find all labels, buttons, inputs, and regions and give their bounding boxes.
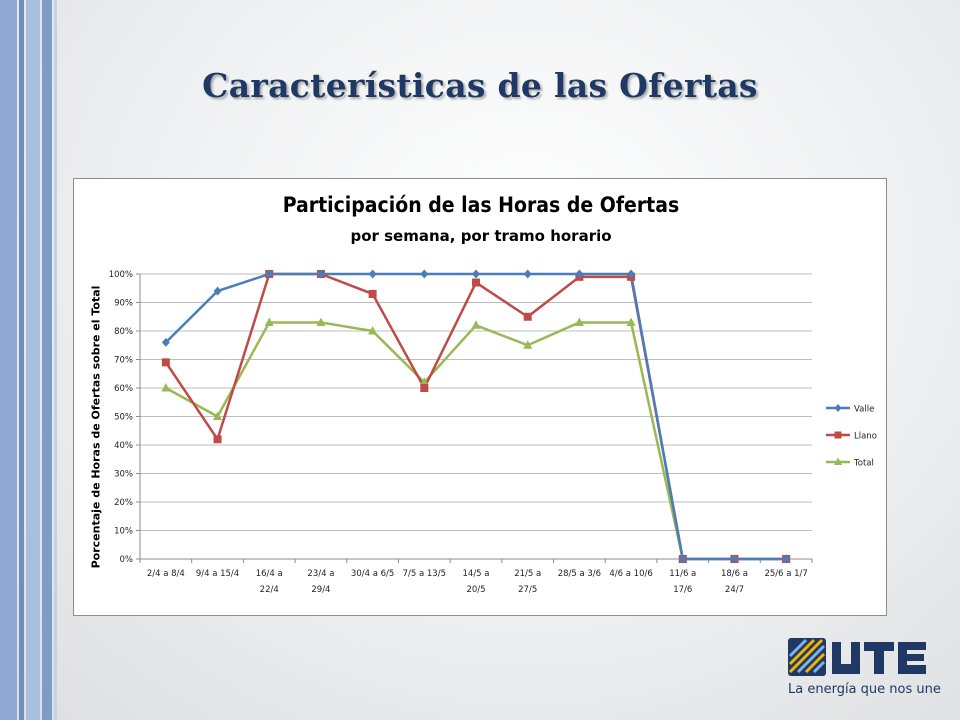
legend-marker-total bbox=[834, 457, 842, 465]
legend-label-valle: Valle bbox=[854, 405, 874, 415]
logo-tagline: La energía que nos une bbox=[788, 682, 941, 697]
data-point-valle bbox=[265, 269, 274, 279]
slide-title: Características de las Ofertas bbox=[202, 66, 758, 105]
x-tick-label: 21/5 a 27/5 bbox=[514, 569, 541, 595]
data-point-valle bbox=[627, 269, 636, 279]
data-point-llano bbox=[420, 384, 429, 392]
data-point-valle bbox=[523, 269, 532, 279]
data-point-valle bbox=[782, 554, 791, 564]
y-tick-label: 70% bbox=[114, 356, 133, 366]
y-tick-label: 10% bbox=[114, 527, 133, 537]
x-tick-label: 2/4 a 8/4 bbox=[147, 569, 185, 579]
data-point-total bbox=[574, 317, 584, 326]
data-point-llano bbox=[161, 358, 170, 367]
x-tick-label: 4/6 a 10/6 bbox=[609, 569, 652, 579]
data-point-total bbox=[419, 377, 429, 386]
data-point-valle bbox=[420, 269, 429, 279]
x-tick-label: 9/4 a 15/4 bbox=[196, 569, 239, 579]
data-point-valle bbox=[678, 554, 687, 564]
data-point-valle bbox=[730, 554, 739, 564]
data-point-valle bbox=[213, 286, 222, 296]
data-point-total bbox=[264, 317, 274, 326]
ute-logo bbox=[788, 638, 926, 676]
data-point-valle bbox=[161, 337, 170, 347]
legend-label-total: Total bbox=[853, 459, 874, 469]
y-tick-label: 100% bbox=[109, 270, 133, 280]
chart-title: Participación de las Horas de Ofertas bbox=[282, 193, 680, 217]
data-point-valle bbox=[316, 269, 325, 279]
y-tick-label: 30% bbox=[114, 470, 133, 480]
x-tick-label: 14/5 a 20/5 bbox=[463, 569, 490, 595]
logo-wordmark-icon bbox=[832, 642, 926, 674]
data-point-llano bbox=[523, 312, 532, 321]
data-point-total bbox=[626, 317, 636, 326]
x-tick-label: 30/4 a 6/5 bbox=[351, 569, 394, 579]
data-point-total bbox=[316, 317, 326, 326]
x-tick-label: 7/5 a 13/5 bbox=[403, 569, 446, 579]
x-tick-label: 25/6 a 1/7 bbox=[764, 569, 807, 579]
decorative-stripe-2 bbox=[19, 0, 24, 720]
y-tick-label: 60% bbox=[114, 384, 133, 394]
y-tick-label: 0% bbox=[120, 555, 134, 565]
data-point-valle bbox=[575, 269, 584, 279]
data-point-total bbox=[523, 340, 533, 349]
data-point-total bbox=[368, 326, 378, 335]
data-point-llano bbox=[368, 289, 377, 298]
y-tick-label: 90% bbox=[114, 299, 133, 309]
data-point-llano bbox=[213, 435, 222, 444]
legend-label-llano: Llano bbox=[854, 432, 877, 442]
series-line-total bbox=[165, 321, 787, 561]
chart-subtitle: por semana, por tramo horario bbox=[350, 227, 612, 245]
data-point-total bbox=[213, 411, 223, 420]
data-point-total bbox=[471, 320, 481, 329]
x-tick-label: 11/6 a 17/6 bbox=[669, 569, 696, 595]
legend-marker-valle bbox=[834, 404, 842, 412]
x-tick-label: 16/4 a 22/4 bbox=[256, 569, 283, 595]
data-point-valle bbox=[368, 269, 377, 279]
decorative-stripe-1 bbox=[0, 0, 17, 720]
y-tick-label: 80% bbox=[114, 327, 133, 337]
logo-emblem-icon bbox=[788, 638, 826, 676]
decorative-stripe-3 bbox=[26, 0, 40, 720]
decorative-stripe-4 bbox=[42, 0, 52, 720]
decorative-stripe-5 bbox=[54, 0, 57, 720]
x-tick-label: 23/4 a 29/4 bbox=[307, 569, 334, 595]
data-point-valle bbox=[472, 269, 480, 279]
line-chart: 0% 10% 20% 30% 40% 50% 60% 70% 80% 90% 100% 2/4 a 8… bbox=[109, 269, 877, 595]
y-tick-label: 50% bbox=[114, 413, 133, 423]
chart-container: Participación de las Horas de Ofertas po… bbox=[73, 178, 887, 616]
y-tick-label: 40% bbox=[114, 441, 133, 451]
data-point-total bbox=[161, 383, 171, 392]
legend-marker-llano bbox=[834, 431, 842, 439]
y-tick-label: 20% bbox=[114, 498, 133, 508]
x-tick-label: 18/6 a 24/7 bbox=[721, 569, 748, 595]
x-tick-label: 28/5 a 3/6 bbox=[558, 569, 601, 579]
data-point-llano bbox=[472, 278, 480, 287]
